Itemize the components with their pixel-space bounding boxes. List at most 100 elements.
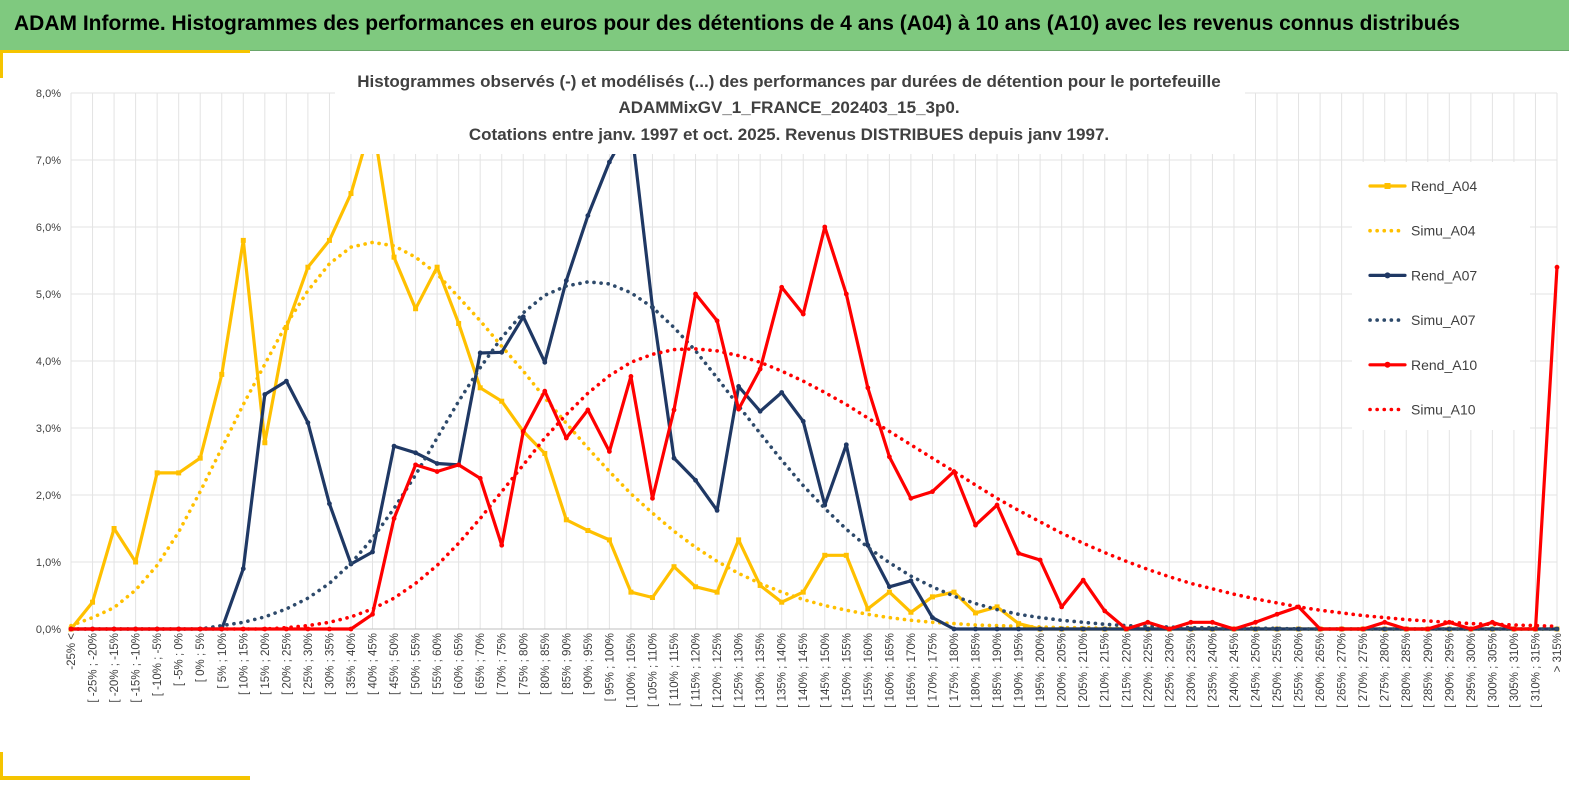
x-tick-label: [ 30% ; 35% <box>324 633 336 695</box>
x-tick-label: [ -15% ; -10% <box>131 633 143 703</box>
data-point <box>1253 619 1258 625</box>
data-point <box>973 626 978 632</box>
data-point <box>434 469 440 474</box>
data-point <box>133 559 139 565</box>
chart-title: Histogrammes observés (-) et modélisés (… <box>335 64 1245 154</box>
x-tick-label: [ -25% ; -20% <box>88 633 100 703</box>
data-point <box>563 278 569 283</box>
data-point <box>327 626 332 632</box>
data-point <box>736 537 742 543</box>
data-point <box>370 549 375 555</box>
x-tick-label: [ 245% ; 250% <box>1250 633 1262 708</box>
accent-line-bottom <box>0 776 250 780</box>
x-tick-label: [ 60% ; 65% <box>454 633 466 695</box>
data-point <box>219 371 225 377</box>
data-point <box>822 552 828 558</box>
data-point <box>585 213 591 219</box>
data-point <box>585 407 591 413</box>
data-point <box>413 306 419 312</box>
data-point <box>1037 626 1043 632</box>
data-point <box>865 542 871 548</box>
data-point <box>714 318 720 324</box>
data-point <box>822 224 828 230</box>
data-point <box>1382 619 1388 625</box>
data-point <box>736 384 742 389</box>
x-tick-label: [ 235% ; 240% <box>1207 633 1219 708</box>
x-tick-label: [ -5% ; 0% <box>174 633 186 686</box>
legend-label: Rend_A04 <box>1411 178 1477 194</box>
data-point <box>994 502 1000 508</box>
chart-title-line-2: ADAMMixGV_1_FRANCE_202403_15_3p0. <box>618 98 959 117</box>
data-point <box>1059 626 1065 632</box>
data-point <box>1123 626 1129 632</box>
x-tick-label: [ 130% ; 135% <box>755 633 767 708</box>
x-tick-label: [ 155% ; 160% <box>863 633 875 708</box>
chart-title-background <box>335 64 1245 154</box>
data-point <box>542 359 548 365</box>
data-point <box>779 284 785 290</box>
data-point <box>736 406 742 412</box>
data-point <box>671 455 677 461</box>
data-point <box>305 420 311 426</box>
data-point <box>542 450 548 456</box>
series-line-simu_a07 <box>69 280 1559 631</box>
data-point <box>327 501 332 507</box>
x-tick-label: [ 100% ; 105% <box>626 633 638 708</box>
x-tick-label: [ 5% ; 10% <box>217 633 229 689</box>
data-point <box>800 589 806 595</box>
data-point <box>649 595 655 601</box>
chart-title-line-1: Histogrammes observés (-) et modélisés (… <box>357 72 1220 91</box>
data-point <box>348 626 354 632</box>
x-tick-label: [ 305% ; 310% <box>1509 633 1521 708</box>
x-tick-label: [ 210% ; 215% <box>1100 633 1112 708</box>
x-tick-label: > 315% <box>1552 633 1564 672</box>
data-point <box>908 495 914 501</box>
data-point <box>650 495 655 501</box>
data-point <box>693 584 699 590</box>
x-tick-label: [ 250% ; 255% <box>1272 633 1284 708</box>
data-point <box>1403 626 1409 632</box>
data-point <box>606 537 612 543</box>
x-tick-label: [ 135% ; 140% <box>777 633 789 708</box>
x-tick-label: [ 255% ; 260% <box>1294 633 1306 708</box>
legend-label: Rend_A07 <box>1411 267 1477 283</box>
data-point <box>973 610 979 616</box>
x-tick-label: [ 0% ; 5% <box>195 633 207 682</box>
data-point <box>886 584 892 590</box>
data-point <box>628 589 634 595</box>
data-point <box>240 237 246 243</box>
data-point <box>90 599 96 605</box>
x-tick-label: [ 265% ; 270% <box>1337 633 1349 708</box>
data-point <box>1210 626 1215 632</box>
y-tick-label: 8,0% <box>36 88 61 100</box>
x-tick-label: [ 75% ; 80% <box>518 633 530 695</box>
x-tick-label: [ 150% ; 155% <box>841 633 853 708</box>
x-tick-label: [ -20% ; -15% <box>109 633 121 703</box>
data-point <box>1511 626 1517 632</box>
y-tick-label: 2,0% <box>36 490 61 502</box>
data-point <box>499 542 505 548</box>
data-point <box>499 398 505 404</box>
x-tick-label: [ 95% ; 100% <box>604 633 616 701</box>
data-point <box>1080 626 1086 632</box>
x-tick-label: [ 275% ; 280% <box>1380 633 1392 708</box>
x-tick-label: [ 65% ; 70% <box>475 633 487 695</box>
data-point <box>757 366 763 372</box>
x-tick-label: [ 80% ; 85% <box>540 633 552 695</box>
x-tick-label: [ 190% ; 195% <box>1014 633 1026 708</box>
data-point <box>779 390 785 395</box>
y-tick-label: 4,0% <box>36 356 61 368</box>
data-point <box>714 508 720 513</box>
y-tick-label: 1,0% <box>36 557 61 569</box>
x-tick-label: [ 180% ; 185% <box>971 633 983 708</box>
data-point <box>929 594 935 600</box>
x-tick-label: [ 285% ; 290% <box>1423 633 1435 708</box>
y-tick-label: 5,0% <box>36 289 61 301</box>
data-point <box>305 626 311 632</box>
data-point <box>111 526 117 531</box>
accent-line-left-bottom <box>0 752 3 780</box>
data-point <box>908 609 914 615</box>
y-tick-label: 6,0% <box>36 222 61 234</box>
data-point <box>1274 611 1280 617</box>
x-tick-label: [ 240% ; 245% <box>1229 633 1241 708</box>
